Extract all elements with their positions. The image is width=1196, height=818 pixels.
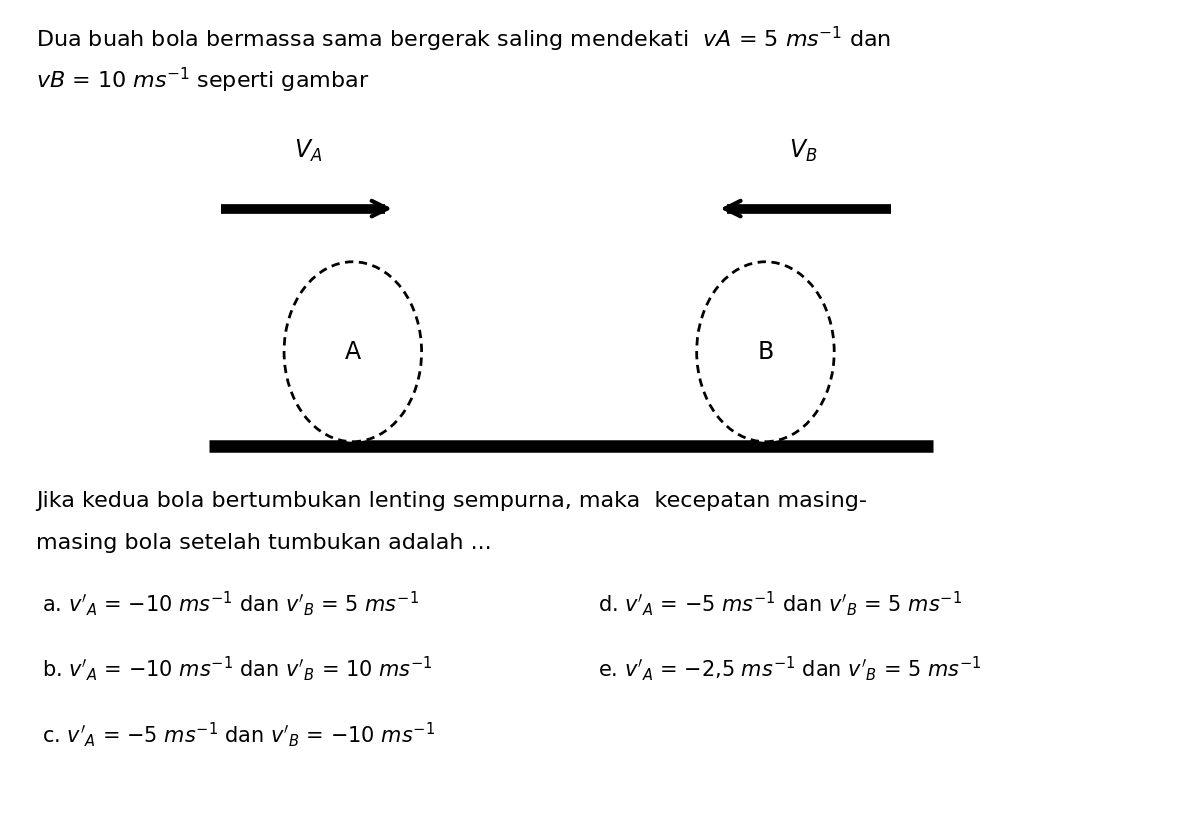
Text: $V_B$: $V_B$ xyxy=(789,137,818,164)
Text: B: B xyxy=(757,339,774,364)
Text: $\it{vB}$ = 10 $\it{ms}$$^{-1}$ seperti gambar: $\it{vB}$ = 10 $\it{ms}$$^{-1}$ seperti … xyxy=(36,65,370,95)
Text: b. $v'_A$ = $-$10 $\mathit{ms}^{-1}$ dan $v'_B$ = 10 $\mathit{ms}^{-1}$: b. $v'_A$ = $-$10 $\mathit{ms}^{-1}$ dan… xyxy=(42,654,433,683)
Text: a. $v'_A$ = $-$10 $\mathit{ms}^{-1}$ dan $v'_B$ = 5 $\mathit{ms}^{-1}$: a. $v'_A$ = $-$10 $\mathit{ms}^{-1}$ dan… xyxy=(42,589,419,618)
Text: Dua buah bola bermassa sama bergerak saling mendekati  $\it{vA}$ = 5 $\it{ms}$$^: Dua buah bola bermassa sama bergerak sal… xyxy=(36,25,891,54)
Ellipse shape xyxy=(696,262,835,442)
Ellipse shape xyxy=(285,262,421,442)
Text: c. $v'_A$ = $-$5 $\mathit{ms}^{-1}$ dan $v'_B$ = $-$10 $\mathit{ms}^{-1}$: c. $v'_A$ = $-$5 $\mathit{ms}^{-1}$ dan … xyxy=(42,720,435,748)
Text: A: A xyxy=(344,339,361,364)
Text: e. $v'_A$ = $-$2,5 $\mathit{ms}^{-1}$ dan $v'_B$ = 5 $\mathit{ms}^{-1}$: e. $v'_A$ = $-$2,5 $\mathit{ms}^{-1}$ da… xyxy=(598,654,982,683)
Text: d. $v'_A$ = $-$5 $\mathit{ms}^{-1}$ dan $v'_B$ = 5 $\mathit{ms}^{-1}$: d. $v'_A$ = $-$5 $\mathit{ms}^{-1}$ dan … xyxy=(598,589,962,618)
Text: Jika kedua bola bertumbukan lenting sempurna, maka  kecepatan masing-: Jika kedua bola bertumbukan lenting semp… xyxy=(36,491,867,510)
Text: masing bola setelah tumbukan adalah ...: masing bola setelah tumbukan adalah ... xyxy=(36,533,492,553)
Text: $V_A$: $V_A$ xyxy=(294,137,323,164)
